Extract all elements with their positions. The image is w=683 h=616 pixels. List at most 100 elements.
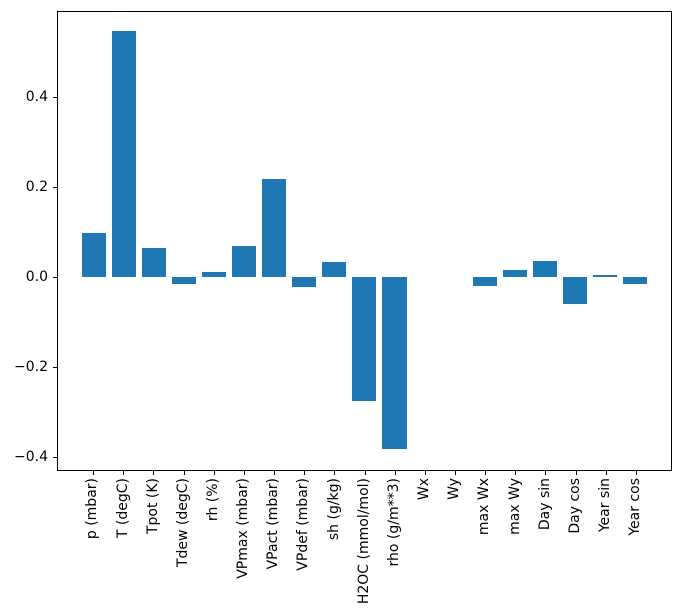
x-tick-label: max Wy bbox=[506, 478, 523, 535]
x-tick-mark bbox=[576, 471, 577, 475]
y-tick-mark bbox=[53, 97, 57, 98]
x-label-slot: sh (g/kg) bbox=[319, 478, 349, 540]
bar-slot bbox=[109, 12, 139, 470]
bar-slot bbox=[500, 12, 530, 470]
x-label-slot: Tdew (degC) bbox=[168, 478, 198, 567]
x-label-slot: rho (g/m**3) bbox=[380, 478, 410, 566]
x-tick-mark bbox=[636, 471, 637, 475]
bar bbox=[202, 271, 227, 278]
bar-slot bbox=[440, 12, 470, 470]
bar bbox=[172, 277, 197, 285]
x-tick-label: VPact (mbar) bbox=[265, 478, 282, 570]
x-tick-mark bbox=[93, 471, 94, 475]
x-tick-mark bbox=[395, 471, 396, 475]
bar-slot bbox=[379, 12, 409, 470]
bar-slot bbox=[139, 12, 169, 470]
x-label-slot: Day cos bbox=[561, 478, 591, 534]
x-tick-mark bbox=[425, 471, 426, 475]
x-tick-label: p (mbar) bbox=[84, 478, 101, 540]
x-tick-mark bbox=[244, 471, 245, 475]
bar-slot bbox=[229, 12, 259, 470]
x-label-slot: Year cos bbox=[621, 478, 651, 536]
bar bbox=[82, 233, 107, 278]
x-tick-mark bbox=[485, 471, 486, 475]
x-label-slot: T (degC) bbox=[108, 478, 138, 538]
x-tick-label: T (degC) bbox=[114, 478, 131, 539]
x-tick-label: Wx bbox=[416, 478, 433, 501]
bar-slot bbox=[530, 12, 560, 470]
bar bbox=[322, 261, 347, 278]
x-label-slot: VPact (mbar) bbox=[259, 478, 289, 569]
x-tick-mark bbox=[515, 471, 516, 475]
bar-slot bbox=[560, 12, 590, 470]
x-tick-label: Year sin bbox=[597, 478, 614, 533]
x-axis-labels: p (mbar) T (degC) Tpot (K) Tdew (degC) rh (%… bbox=[57, 478, 672, 604]
bar-slot bbox=[410, 12, 440, 470]
bar-slot bbox=[319, 12, 349, 470]
y-tick-mark bbox=[53, 457, 57, 458]
x-tick-mark bbox=[365, 471, 366, 475]
x-tick-mark bbox=[304, 471, 305, 475]
x-label-slot: Year sin bbox=[591, 478, 621, 532]
x-tick-label: VPmax (mbar) bbox=[235, 478, 252, 579]
y-tick-label: 0.4 bbox=[25, 89, 48, 105]
bars-row bbox=[58, 12, 671, 470]
bar bbox=[112, 30, 137, 278]
bar-slot bbox=[590, 12, 620, 470]
bar bbox=[472, 277, 497, 286]
bar bbox=[262, 179, 287, 278]
x-tick-label: VPdef (mbar) bbox=[295, 478, 312, 571]
bar-slot bbox=[620, 12, 650, 470]
y-tick-mark bbox=[53, 277, 57, 278]
x-tick-label: sh (g/kg) bbox=[325, 478, 342, 541]
x-tick-label: rho (g/m**3) bbox=[385, 478, 402, 567]
bar bbox=[532, 261, 557, 278]
bar-slot bbox=[349, 12, 379, 470]
x-label-slot: Wx bbox=[410, 478, 440, 500]
bar-slot bbox=[79, 12, 109, 470]
x-tick-label: max Wx bbox=[476, 478, 493, 536]
x-tick-label: Tdew (degC) bbox=[174, 478, 191, 568]
x-label-slot: max Wx bbox=[470, 478, 500, 535]
bar-slot bbox=[289, 12, 319, 470]
bar bbox=[382, 277, 407, 449]
bar bbox=[292, 277, 317, 287]
bar-slot bbox=[259, 12, 289, 470]
x-label-slot: Tpot (K) bbox=[138, 478, 168, 534]
bar-slot bbox=[199, 12, 229, 470]
x-tick-label: Day sin bbox=[536, 478, 553, 531]
x-tick-label: Wy bbox=[446, 478, 463, 500]
x-tick-mark bbox=[123, 471, 124, 475]
x-tick-label: rh (%) bbox=[205, 478, 221, 522]
x-label-slot: VPdef (mbar) bbox=[289, 478, 319, 571]
x-tick-label: H2OC (mmol/mol) bbox=[355, 478, 372, 605]
bar bbox=[142, 248, 167, 278]
x-tick-label: Year cos bbox=[627, 478, 644, 536]
x-tick-mark bbox=[606, 471, 607, 475]
bar bbox=[502, 269, 527, 278]
bar bbox=[592, 274, 617, 278]
x-label-slot: p (mbar) bbox=[78, 478, 108, 539]
x-label-slot: Wy bbox=[440, 478, 470, 500]
x-label-slot: VPmax (mbar) bbox=[229, 478, 259, 579]
x-label-slot: max Wy bbox=[500, 478, 530, 535]
x-tick-mark bbox=[334, 471, 335, 475]
bar-slot bbox=[169, 12, 199, 470]
x-tick-label: Tpot (K) bbox=[144, 478, 161, 535]
x-label-slot: rh (%) bbox=[199, 478, 229, 521]
y-tick-label: 0.2 bbox=[25, 179, 48, 195]
x-label-slot: Day sin bbox=[530, 478, 560, 530]
x-tick-mark bbox=[184, 471, 185, 475]
x-tick-mark bbox=[153, 471, 154, 475]
y-tick-mark bbox=[53, 187, 57, 188]
bar bbox=[352, 277, 377, 401]
bar bbox=[232, 246, 257, 278]
bar-slot bbox=[470, 12, 500, 470]
y-tick-label: −0.2 bbox=[14, 359, 48, 375]
x-tick-mark bbox=[545, 471, 546, 475]
x-tick-mark bbox=[455, 471, 456, 475]
x-tick-mark bbox=[274, 471, 275, 475]
y-tick-label: 0.0 bbox=[25, 269, 48, 285]
x-tick-mark bbox=[214, 471, 215, 475]
